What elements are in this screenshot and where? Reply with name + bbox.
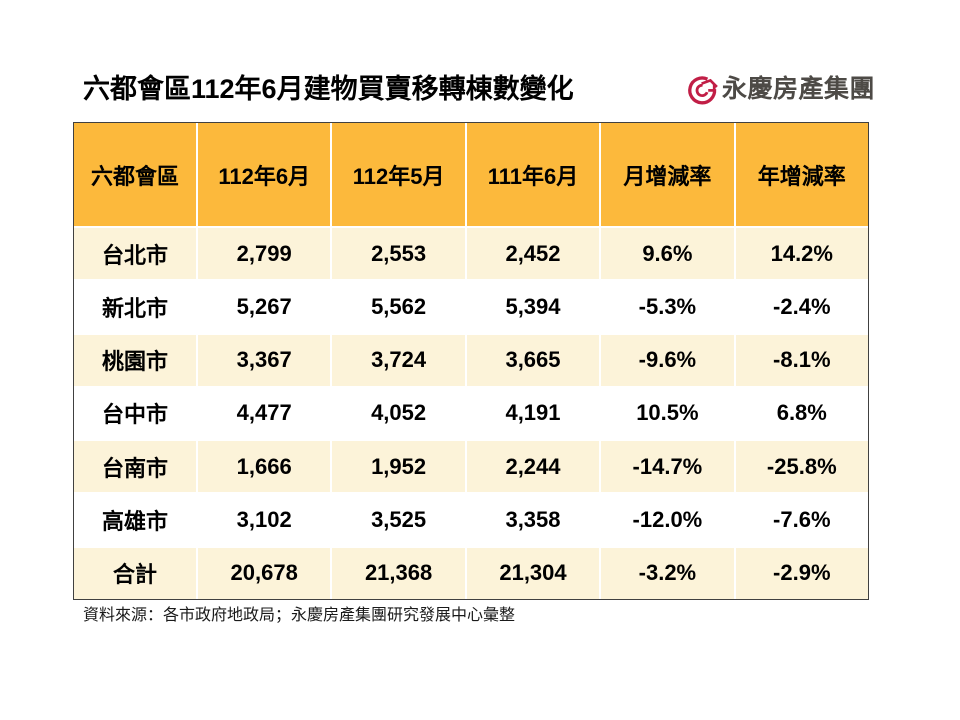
- col-header-m-current: 112年6月: [198, 123, 331, 226]
- row-label-0: 台北市: [74, 228, 196, 280]
- data-table: 六都會區 112年6月 112年5月 111年6月 月增減率 年增減率 台北市 2,799 2,…: [73, 122, 869, 600]
- cell-r2-m-prev: 3,724: [332, 334, 465, 386]
- row-label-5: 高雄市: [74, 494, 196, 546]
- cell-r3-m-current: 4,477: [198, 387, 331, 440]
- page-title: 六都會區112年6月建物買賣移轉棟數變化: [83, 74, 574, 104]
- cell-r1-m-yoy: 5,394: [466, 281, 600, 333]
- cell-r1-m-prev: 5,562: [332, 281, 465, 333]
- cell-r1-yoy-rate: -2.4%: [735, 281, 868, 333]
- cell-r1-mom-rate: -5.3%: [601, 281, 734, 333]
- col-header-region: 六都會區: [74, 123, 196, 226]
- cell-r5-m-current: 3,102: [198, 494, 331, 546]
- col-header-m-yoy: 111年6月: [466, 123, 600, 226]
- row-label-4: 台南市: [74, 441, 196, 493]
- cell-r4-m-yoy: 2,244: [466, 441, 600, 493]
- cell-r6-mom-rate: -3.2%: [601, 547, 734, 599]
- cell-r2-m-current: 3,367: [198, 334, 331, 386]
- cell-r0-yoy-rate: 14.2%: [735, 228, 868, 280]
- cell-r5-mom-rate: -12.0%: [601, 494, 734, 546]
- brand-logo-text: 永慶房產集團: [722, 74, 876, 103]
- cell-r4-m-current: 1,666: [198, 441, 331, 493]
- cell-r0-m-prev: 2,553: [332, 228, 465, 280]
- row-label-3: 台中市: [74, 387, 196, 440]
- cell-r6-m-prev: 21,368: [332, 547, 465, 599]
- cell-r3-m-yoy: 4,191: [466, 387, 600, 440]
- cell-r3-yoy-rate: 6.8%: [735, 387, 868, 440]
- brand-logo-icon: [688, 76, 718, 105]
- col-header-mom-rate: 月增減率: [601, 123, 734, 226]
- col-header-yoy-rate: 年增減率: [735, 123, 868, 226]
- cell-r0-mom-rate: 9.6%: [601, 228, 734, 280]
- cell-r6-m-yoy: 21,304: [466, 547, 600, 599]
- cell-r0-m-current: 2,799: [198, 228, 331, 280]
- cell-r6-m-current: 20,678: [198, 547, 331, 599]
- row-label-1: 新北市: [74, 281, 196, 333]
- source-note: 資料來源：各市政府地政局；永慶房產集團研究發展中心彙整: [83, 607, 516, 624]
- cell-r3-m-prev: 4,052: [332, 387, 465, 440]
- row-label-2: 桃園市: [74, 334, 196, 386]
- cell-r0-m-yoy: 2,452: [466, 228, 600, 280]
- cell-r5-m-yoy: 3,358: [466, 494, 600, 546]
- cell-r2-m-yoy: 3,665: [466, 334, 600, 386]
- cell-r6-yoy-rate: -2.9%: [735, 547, 868, 599]
- cell-r4-mom-rate: -14.7%: [601, 441, 734, 493]
- brand-logo: 永慶房產集團: [685, 72, 875, 106]
- cell-r5-yoy-rate: -7.6%: [735, 494, 868, 546]
- cell-r4-m-prev: 1,952: [332, 441, 465, 493]
- cell-r5-m-prev: 3,525: [332, 494, 465, 546]
- cell-r2-mom-rate: -9.6%: [601, 334, 734, 386]
- cell-r2-yoy-rate: -8.1%: [735, 334, 868, 386]
- col-header-m-prev: 112年5月: [332, 123, 465, 226]
- cell-r4-yoy-rate: -25.8%: [735, 441, 868, 493]
- cell-r3-mom-rate: 10.5%: [601, 387, 734, 440]
- row-label-6: 合計: [74, 547, 196, 599]
- cell-r1-m-current: 5,267: [198, 281, 331, 333]
